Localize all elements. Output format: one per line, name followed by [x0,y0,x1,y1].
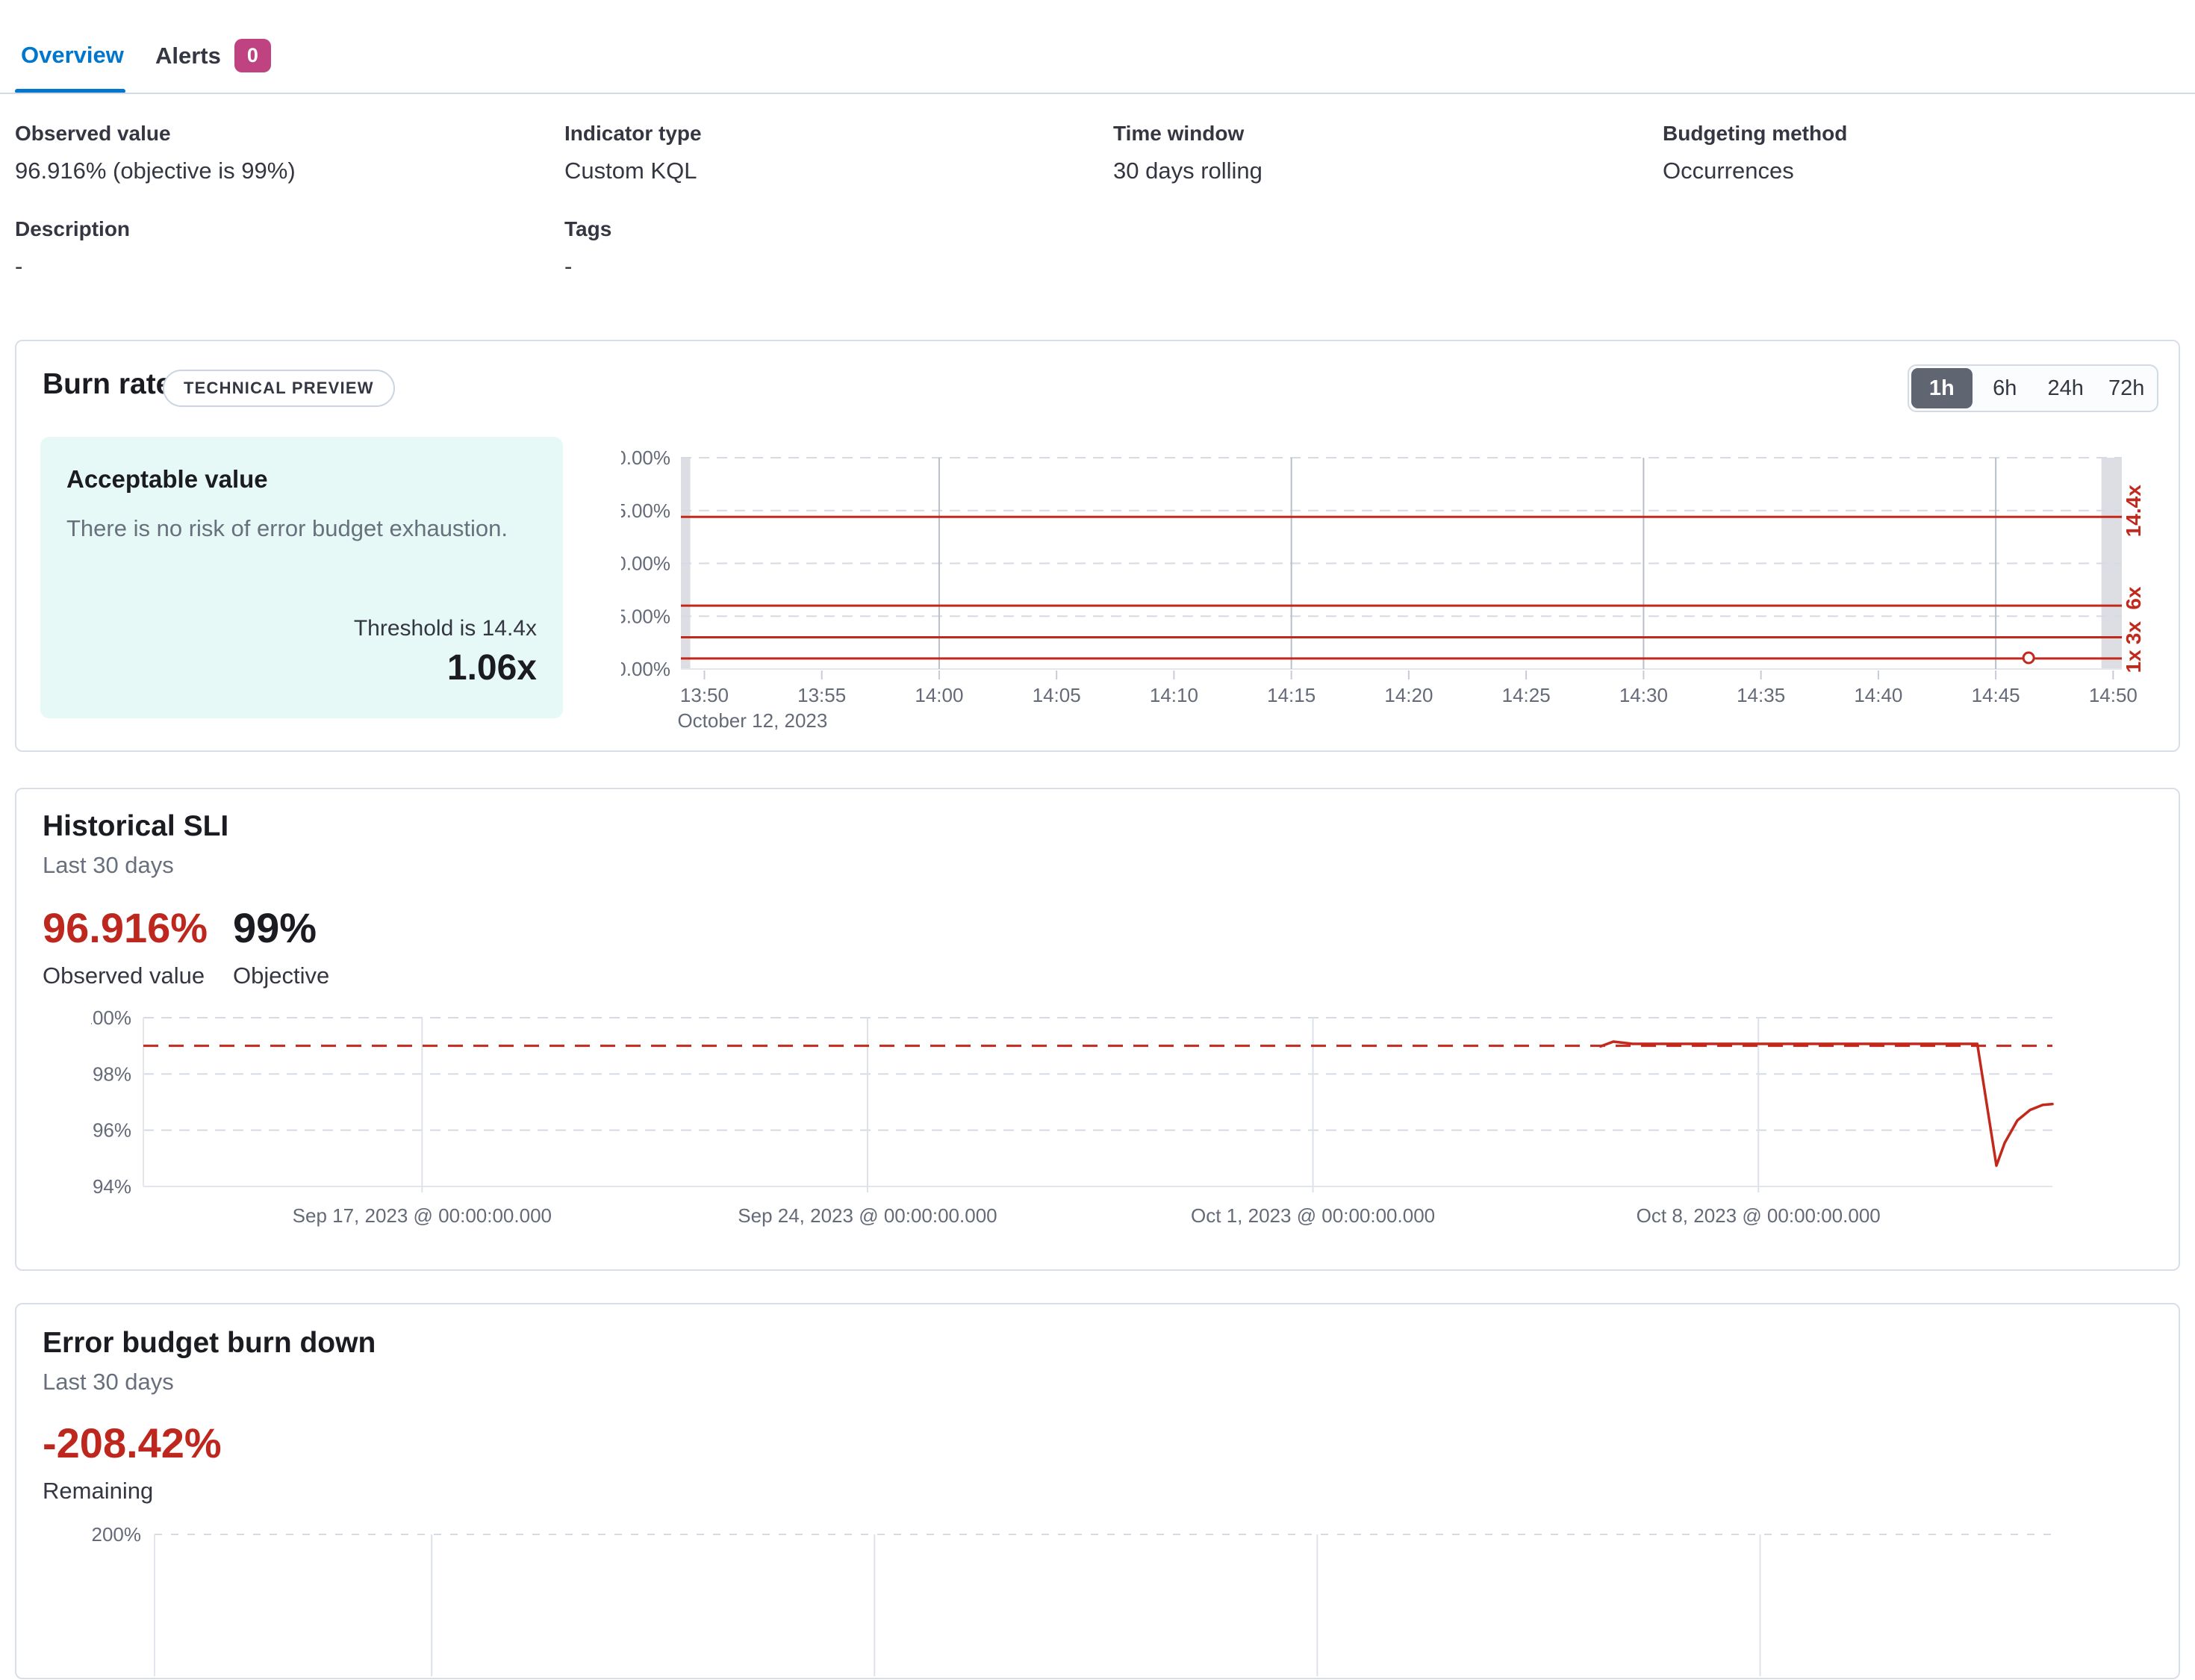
field-value: Occurrences [1663,158,1794,184]
svg-text:94%: 94% [93,1175,131,1198]
svg-text:Oct 8, 2023 @ 00:00:00.000: Oct 8, 2023 @ 00:00:00.000 [1637,1204,1881,1227]
svg-text:6x: 6x [2122,586,2145,610]
field-observed-value: Observed value 96.916% (objective is 99%… [15,122,538,184]
slo-detail-page: Overview Alerts 0 Observed value 96.916%… [0,39,2195,1679]
observed-value-stat: 96.916% Observed value [43,907,208,989]
historical-sli-chart[interactable]: 94% 96% 98% 100% Sep 17, 2023 @ 00:00:00.000… [82,1007,2107,1241]
svg-text:14:20: 14:20 [1384,684,1433,706]
acceptable-value-callout: Acceptable value There is no risk of err… [40,437,563,718]
acceptable-value-title: Acceptable value [66,465,268,493]
field-value: 30 days rolling [1113,158,1262,184]
svg-text:Sep 24, 2023 @ 00:00:00.000: Sep 24, 2023 @ 00:00:00.000 [738,1204,997,1227]
acceptable-value-message: There is no risk of error budget exhaust… [66,515,508,541]
svg-text:200%: 200% [92,1523,142,1546]
svg-text:100%: 100% [91,1009,131,1029]
field-label: Budgeting method [1663,122,1848,145]
alerts-count-badge: 0 [234,39,271,72]
field-value: - [15,253,23,279]
svg-text:15.00%: 15.00% [621,500,670,522]
svg-text:20.00%: 20.00% [621,447,670,469]
objective-number: 99% [233,904,317,951]
field-label: Tags [564,217,612,240]
range-button-24h[interactable]: 24h [2047,376,2084,400]
observed-value-label: Observed value [43,962,205,989]
svg-text:3x: 3x [2122,621,2145,645]
svg-text:14:25: 14:25 [1502,684,1551,706]
svg-text:14:45: 14:45 [1972,684,2020,706]
burn-rate-panel: Burn rate TECHNICAL PREVIEW 1h 6h 24h 72… [15,340,2180,752]
observed-value-number: 96.916% [43,904,208,951]
range-button-72h[interactable]: 72h [2108,376,2145,400]
historical-sli-subtitle: Last 30 days [43,852,174,878]
svg-text:96%: 96% [93,1119,131,1142]
objective-stat: 99% Objective [233,907,329,989]
svg-text:13:50: 13:50 [680,684,729,706]
svg-text:10.00%: 10.00% [621,553,670,575]
burn-rate-threshold-label: Threshold is 14.4x [353,616,537,641]
svg-text:13:55: 13:55 [797,684,846,706]
svg-text:98%: 98% [93,1063,131,1085]
burn-rate-window-button-group: 1h 6h 24h 72h [1908,364,2158,412]
field-label: Indicator type [564,122,702,145]
objective-label: Objective [233,962,330,989]
field-label: Description [15,217,131,240]
tab-bar-divider [0,93,2195,94]
technical-preview-badge: TECHNICAL PREVIEW [163,370,395,407]
field-budgeting-method: Budgeting method Occurrences [1663,122,2185,184]
svg-text:14:30: 14:30 [1619,684,1668,706]
range-button-1h[interactable]: 1h [1911,368,1973,408]
svg-text:14.4x: 14.4x [2122,485,2145,537]
field-label: Time window [1113,122,1245,145]
field-label: Observed value [15,122,171,145]
tab-alerts-label: Alerts [155,42,221,69]
burn-rate-current-value: 1.06x [446,648,537,688]
tab-overview-active-underline [15,89,125,93]
tab-overview[interactable]: Overview [21,42,124,68]
svg-text:14:40: 14:40 [1854,684,1902,706]
svg-text:Oct 1, 2023 @ 00:00:00.000: Oct 1, 2023 @ 00:00:00.000 [1191,1204,1435,1227]
tab-alerts[interactable]: Alerts 0 [155,39,271,72]
field-value: 96.916% (objective is 99%) [15,158,296,184]
error-budget-title: Error budget burn down [43,1327,376,1359]
error-budget-burndown-chart[interactable]: 200% [76,1521,2107,1676]
field-description: Description - [15,217,538,280]
historical-sli-panel: Historical SLI Last 30 days 96.916% Obse… [15,788,2180,1271]
field-value: Custom KQL [564,158,697,184]
burn-rate-title: Burn rate [43,368,172,400]
field-value: - [564,253,573,279]
svg-text:14:10: 14:10 [1150,684,1198,706]
svg-text:5.00%: 5.00% [621,605,670,627]
svg-text:14:50: 14:50 [2089,684,2138,706]
field-tags: Tags - [564,217,1087,280]
field-indicator-type: Indicator type Custom KQL [564,122,1087,184]
range-button-6h[interactable]: 6h [1993,376,2017,400]
svg-text:1x: 1x [2122,650,2145,673]
remaining-budget-stat: -208.42% Remaining [43,1422,222,1505]
svg-text:14:05: 14:05 [1033,684,1081,706]
svg-text:October 12, 2023: October 12, 2023 [677,709,827,732]
remaining-budget-number: -208.42% [43,1419,222,1466]
svg-text:0.00%: 0.00% [621,658,670,680]
error-budget-subtitle: Last 30 days [43,1369,174,1395]
historical-sli-title: Historical SLI [43,810,229,842]
svg-text:Sep 17, 2023 @ 00:00:00.000: Sep 17, 2023 @ 00:00:00.000 [293,1204,552,1227]
burn-rate-chart[interactable]: 0.00% 5.00% 10.00% 15.00% 20.00% 13:50 13:55 14… [605,446,2182,744]
remaining-budget-label: Remaining [43,1478,154,1504]
svg-text:14:35: 14:35 [1737,684,1785,706]
svg-text:14:15: 14:15 [1267,684,1316,706]
error-budget-panel: Error budget burn down Last 30 days -208… [15,1303,2180,1679]
field-time-window: Time window 30 days rolling [1113,122,1636,184]
svg-text:14:00: 14:00 [915,684,963,706]
